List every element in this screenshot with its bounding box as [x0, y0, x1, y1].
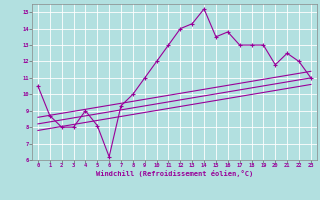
X-axis label: Windchill (Refroidissement éolien,°C): Windchill (Refroidissement éolien,°C) [96, 170, 253, 177]
